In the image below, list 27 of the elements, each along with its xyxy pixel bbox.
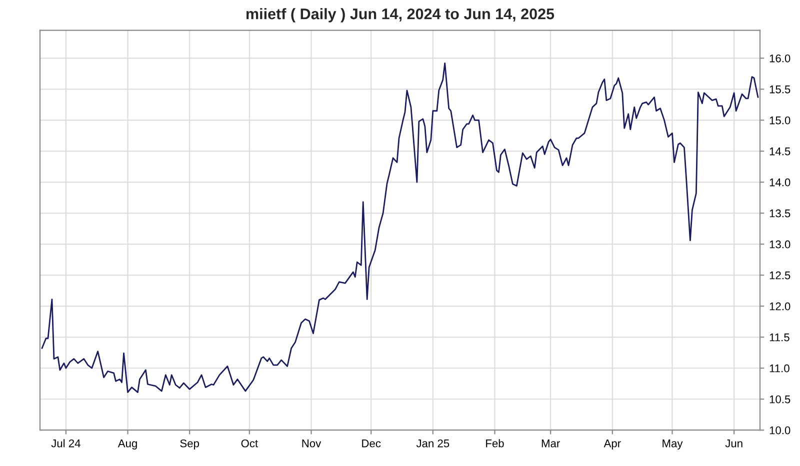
y-tick-label: 15.0 (770, 116, 790, 124)
y-tick-label: 14.5 (770, 148, 790, 156)
y-tick-label: 13.5 (770, 209, 790, 218)
line-series (41, 62, 759, 393)
y-tick-label: 13.0 (770, 240, 790, 248)
y-tick-label: 11.5 (770, 334, 790, 342)
y-tick-label: 16.0 (770, 54, 790, 62)
y-tick-label: 12.5 (770, 271, 790, 280)
x-tick-label: Jan 25 (416, 439, 450, 448)
x-tick-label: Aug (118, 440, 137, 450)
x-tick-label: Jul 24 (51, 439, 80, 448)
y-tick-label: 15.5 (770, 86, 790, 94)
y-tick-label: 10.5 (770, 395, 790, 404)
x-tick-label: Apr (604, 440, 621, 450)
x-tick-label: Mar (542, 440, 560, 448)
y-tick-label: 12.0 (770, 302, 790, 310)
x-tick-label: Feb (486, 439, 504, 448)
chart-title: miietf ( Daily ) Jun 14, 2024 to Jun 14, 2025 (246, 8, 554, 22)
x-tick-label: Oct (241, 439, 258, 448)
x-tick-label: Jun (725, 440, 742, 448)
y-tick-label: 14.0 (770, 178, 790, 186)
x-tick-label: Sep (180, 439, 200, 450)
y-tick-label: 10.0 (770, 426, 790, 434)
x-tick-label: Nov (302, 440, 322, 448)
x-tick-label: May (662, 440, 683, 450)
y-tick-label: 11.0 (770, 364, 790, 372)
x-tick-label: Dec (362, 440, 381, 448)
